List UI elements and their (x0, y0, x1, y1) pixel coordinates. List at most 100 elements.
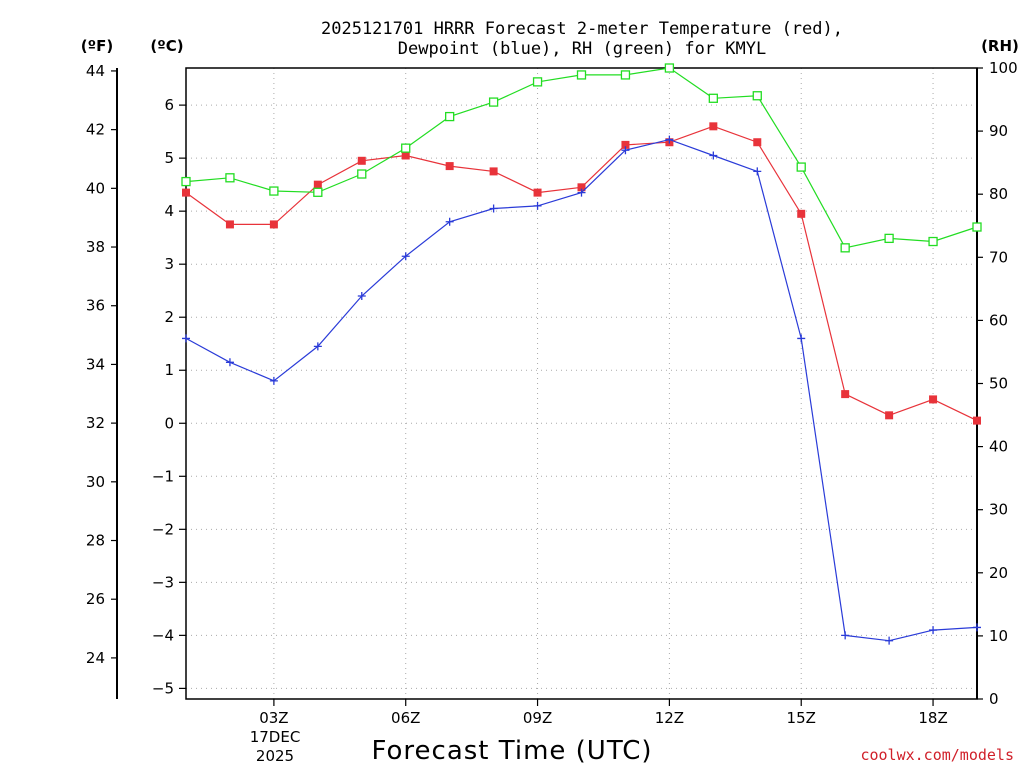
celsius-tick-label: 4 (164, 202, 174, 220)
fahrenheit-unit-label: (ºF) (81, 37, 113, 55)
date-year-label: 2025 (256, 747, 294, 765)
rh-series (181, 63, 982, 253)
x-axis-title: Forecast Time (UTC) (371, 736, 652, 766)
rh-point (972, 222, 982, 232)
x-tick-label: 12Z (655, 709, 684, 727)
dewpoint-point (973, 623, 981, 632)
x-tick-label: 09Z (523, 709, 552, 727)
rh-point (401, 143, 411, 153)
temperature-point (973, 416, 981, 425)
temperature-point (885, 411, 894, 420)
celsius-tick-label: 3 (164, 255, 174, 273)
gridlines (186, 68, 977, 699)
celsius-tick-label: 5 (164, 149, 174, 167)
rh-tick-label: 10 (989, 627, 1008, 645)
dewpoint-point (182, 334, 190, 343)
celsius-tick-label: 6 (164, 96, 174, 114)
temperature-point (577, 183, 586, 192)
rh-tick-label: 90 (989, 122, 1008, 140)
rh-tick-label: 60 (989, 311, 1008, 329)
temperature-point (709, 122, 718, 131)
celsius-tick-label: −4 (152, 626, 174, 644)
dewpoint-point (929, 626, 938, 635)
temperature-point (621, 140, 630, 149)
axes: −5−4−3−2−1012345624262830323436384042440… (86, 59, 1018, 727)
dewpoint-point (313, 342, 322, 351)
dewpoint-series (182, 135, 981, 645)
temperature-point (445, 162, 454, 171)
celsius-unit-label: (ºC) (150, 37, 183, 55)
celsius-tick-label: −5 (152, 679, 174, 697)
rh-point (445, 111, 455, 122)
temperature-point (929, 395, 938, 404)
celsius-tick-label: −2 (152, 520, 174, 538)
fahrenheit-tick-label: 38 (86, 238, 105, 256)
temperature-point (225, 220, 234, 229)
rh-point (884, 233, 894, 244)
dewpoint-point (621, 146, 630, 155)
dewpoint-point (445, 217, 454, 226)
x-tick-label: 03Z (259, 709, 288, 727)
rh-tick-label: 80 (989, 185, 1008, 203)
temperature-point (182, 188, 190, 197)
dewpoint-point (489, 204, 498, 213)
rh-tick-label: 20 (989, 564, 1008, 582)
dewpoint-point (533, 201, 542, 210)
dewpoint-point (885, 636, 894, 645)
rh-point (313, 187, 323, 197)
x-tick-label: 15Z (787, 709, 816, 727)
temperature-point (797, 209, 806, 218)
rh-point (708, 93, 718, 103)
rh-point (488, 97, 499, 107)
rh-point (357, 169, 367, 179)
rh-point (269, 186, 279, 196)
chart-title-line2: Dewpoint (blue), RH (green) for KMYL (398, 39, 766, 59)
temperature-point (357, 156, 366, 165)
rh-tick-label: 100 (989, 59, 1018, 77)
dewpoint-point (841, 631, 850, 640)
fahrenheit-tick-label: 26 (86, 590, 105, 608)
x-tick-label: 18Z (918, 709, 947, 727)
chart-title: 2025121701 HRRR Forecast 2-meter Tempera… (321, 19, 843, 39)
rh-unit-label: (RH) (981, 37, 1019, 55)
rh-point (576, 70, 587, 80)
temperature-series (182, 122, 981, 425)
rh-tick-label: 50 (989, 375, 1008, 393)
dewpoint-point (665, 135, 674, 144)
temperature-point (753, 138, 762, 147)
temperature-point (269, 220, 278, 229)
rh-point (532, 77, 543, 87)
fahrenheit-tick-label: 44 (86, 62, 105, 80)
fahrenheit-tick-label: 36 (86, 297, 105, 315)
celsius-tick-label: 0 (164, 414, 174, 432)
x-tick-label: 06Z (391, 709, 420, 727)
dewpoint-point (357, 292, 366, 301)
rh-point (620, 70, 631, 80)
fahrenheit-tick-label: 30 (86, 473, 105, 491)
rh-tick-label: 70 (989, 248, 1008, 266)
celsius-tick-label: 1 (164, 361, 174, 379)
rh-tick-label: 0 (989, 690, 999, 708)
data-series (181, 63, 982, 645)
temperature-point (841, 390, 850, 399)
dewpoint-point (269, 376, 278, 385)
temperature-point (401, 151, 410, 160)
celsius-tick-label: 2 (164, 308, 174, 326)
temperature-line (185, 125, 978, 422)
dewpoint-point (709, 151, 718, 160)
date-day-label: 17DEC (250, 728, 301, 746)
temperature-point (489, 167, 498, 176)
rh-point (796, 162, 806, 172)
fahrenheit-tick-label: 34 (86, 355, 105, 373)
rh-tick-label: 30 (989, 501, 1008, 519)
rh-point (664, 63, 675, 73)
dewpoint-point (401, 252, 410, 261)
rh-tick-label: 40 (989, 438, 1008, 456)
fahrenheit-tick-label: 42 (86, 121, 105, 139)
credit-text: coolwx.com/models (860, 746, 1014, 764)
dewpoint-line (185, 138, 978, 642)
dewpoint-point (577, 188, 586, 197)
fahrenheit-tick-label: 32 (86, 414, 105, 432)
fahrenheit-tick-label: 24 (86, 649, 105, 667)
